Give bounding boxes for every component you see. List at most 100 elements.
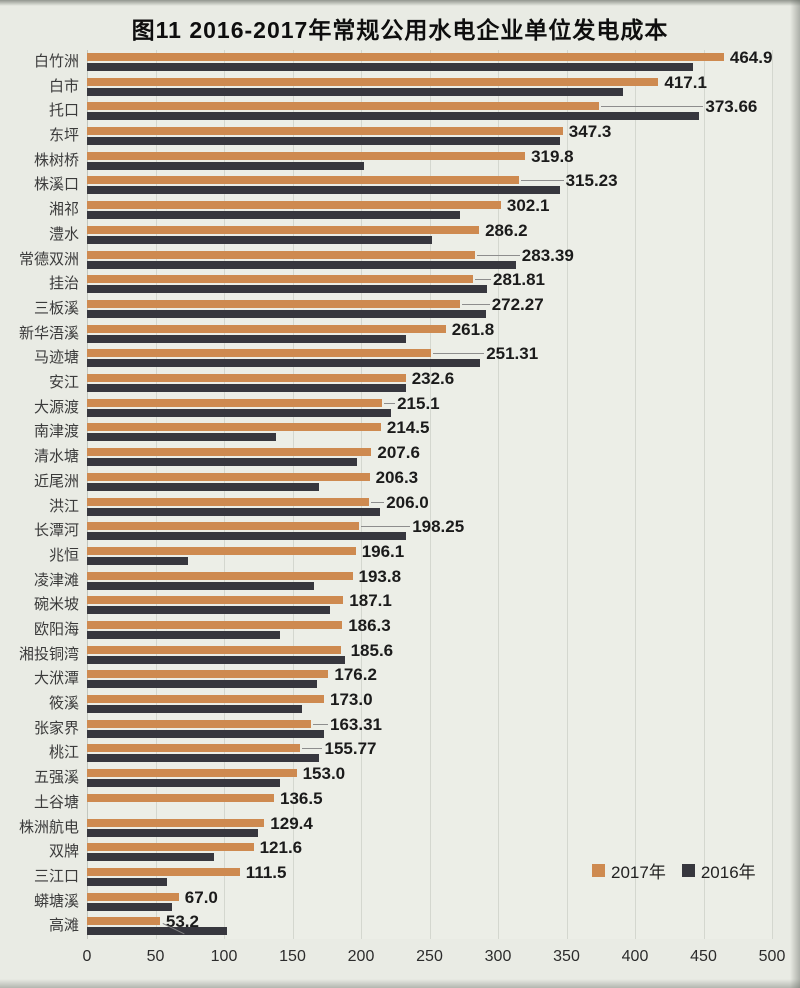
bar-2017 (87, 275, 474, 284)
x-tick-label: 150 (279, 948, 306, 965)
category-label: 双牌 (48, 843, 79, 861)
bar-2016 (87, 211, 460, 220)
chart-row: 136.5 (87, 789, 772, 816)
legend-label-2016: 2016年 (700, 863, 756, 882)
value-label: 464.9 (729, 48, 773, 67)
value-label: 206.0 (386, 492, 429, 512)
bar-2017 (87, 596, 344, 605)
bar-2016 (87, 63, 693, 71)
bar-2017 (87, 448, 372, 457)
bar-2017 (87, 472, 370, 481)
bar-2016 (87, 359, 481, 368)
bar-2016 (87, 680, 318, 689)
bar-2017 (87, 670, 329, 679)
label-leader-line (302, 748, 323, 750)
chart-row: 207.6 (87, 443, 772, 470)
bar-2017 (87, 53, 724, 61)
bar-2017 (87, 250, 476, 259)
category-label: 托口 (48, 102, 79, 120)
bar-2017 (87, 522, 359, 531)
label-leader-line (383, 402, 396, 404)
chart-row: 198.25 (87, 517, 772, 544)
bar-2017 (87, 423, 381, 432)
value-label: 215.1 (397, 393, 440, 413)
bar-2016 (87, 754, 319, 763)
value-label: 232.6 (411, 369, 455, 389)
label-leader-line (475, 279, 492, 281)
chart-row: 67.0 (87, 887, 772, 915)
chart-row: 215.1 (87, 393, 772, 421)
category-label: 新华浯溪 (18, 324, 79, 342)
gridline (155, 50, 157, 939)
label-leader-line (462, 303, 490, 305)
plot-area: 464.9 417.1 373.66 347.3 319.8 315.23 302.1 286… (87, 48, 773, 939)
value-label: 111.5 (245, 862, 287, 882)
category-label: 兆恒 (48, 546, 79, 564)
label-leader-line (477, 254, 520, 256)
bar-2017 (87, 843, 254, 852)
chart-row: 347.3 (87, 122, 772, 149)
category-label: 碗米坡 (33, 596, 79, 614)
gridline (498, 50, 499, 939)
category-label: 高滩 (48, 917, 79, 935)
chart-row: 302.1 (87, 196, 772, 223)
category-label: 株溪口 (33, 176, 79, 194)
bar-2016 (87, 507, 381, 516)
bar-2016 (87, 877, 167, 886)
category-label: 株洲航电 (18, 818, 79, 836)
x-tick-label: 450 (690, 948, 717, 965)
category-label: 株树桥 (33, 151, 79, 169)
gridline (292, 50, 294, 939)
x-tick-label: 500 (758, 948, 786, 965)
bar-2017 (87, 398, 382, 407)
value-label: 163.31 (330, 714, 382, 734)
bar-2017 (87, 818, 265, 827)
bar-2016 (87, 260, 516, 269)
value-label: 53.2 (165, 912, 199, 932)
bar-2016 (87, 630, 281, 639)
chart-row: 464.9 (87, 48, 773, 75)
category-label: 马迹塘 (33, 349, 79, 367)
value-label: 185.6 (350, 640, 394, 660)
chart-row: 185.6 (87, 640, 772, 668)
chart-row: 187.1 (87, 591, 772, 618)
chart-row: 214.5 (87, 418, 772, 445)
bar-2016 (87, 779, 281, 788)
chart-row: 373.66 (87, 97, 772, 124)
value-label: 315.23 (565, 171, 618, 191)
value-label: 198.25 (412, 517, 465, 537)
category-label: 东坪 (48, 127, 79, 145)
bar-2017 (87, 176, 519, 185)
scan-edge-top (0, 0, 800, 6)
chart-row: 319.8 (87, 146, 772, 174)
legend-swatch-2017-icon (592, 864, 605, 877)
bar-2016 (87, 334, 407, 343)
chart-row: 251.31 (87, 344, 772, 371)
value-label: 153.0 (302, 764, 346, 784)
bar-2016 (87, 137, 560, 146)
bar-2016 (87, 285, 487, 294)
bar-2017 (87, 546, 356, 555)
value-label: 302.1 (506, 196, 550, 216)
value-label: 67.0 (184, 887, 218, 907)
label-leader-line (520, 180, 564, 182)
bar-2017 (87, 719, 311, 728)
value-label: 319.8 (531, 146, 574, 166)
category-label: 澧水 (48, 225, 79, 243)
value-label: 207.6 (377, 443, 420, 463)
category-label: 南津渡 (33, 423, 79, 441)
chart-row: 206.0 (87, 492, 772, 520)
value-label: 173.0 (330, 690, 373, 710)
gridline (635, 50, 636, 939)
bar-2017 (87, 793, 274, 802)
category-label: 挂治 (48, 275, 79, 293)
chart-row: 206.3 (87, 468, 772, 495)
x-tick-label: 300 (484, 948, 512, 965)
value-label: 283.39 (521, 245, 574, 265)
bar-2017 (87, 225, 480, 234)
category-label: 近尾洲 (33, 472, 79, 490)
bar-2017 (87, 127, 563, 136)
bar-2017 (87, 374, 406, 383)
chart-row: 173.0 (87, 690, 772, 717)
